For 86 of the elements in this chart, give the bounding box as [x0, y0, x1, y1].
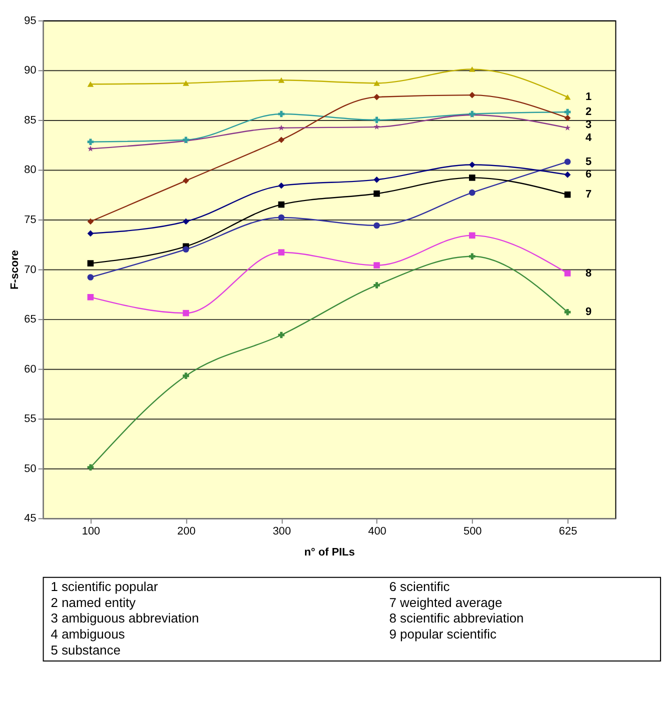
point — [182, 310, 190, 316]
point — [87, 138, 94, 146]
point — [278, 182, 284, 189]
point — [182, 178, 190, 184]
series-label: 2 — [585, 106, 592, 118]
point — [278, 249, 284, 256]
point — [278, 201, 284, 208]
series-label: 5 — [585, 156, 592, 168]
point — [374, 190, 380, 197]
text: 6 scientific — [389, 578, 450, 594]
y-tick-label: 55 — [24, 413, 36, 426]
point — [374, 282, 380, 288]
point — [278, 214, 284, 221]
text: 3 ambiguous abbreviation — [50, 610, 199, 626]
point — [468, 174, 476, 181]
series-label: 7 — [585, 188, 592, 201]
point — [88, 146, 94, 152]
y-tick-label: 45 — [24, 512, 36, 525]
point — [87, 464, 94, 471]
text: 7 weighted average — [389, 594, 502, 610]
point — [278, 77, 284, 83]
point — [87, 218, 94, 225]
y-tick-label: 60 — [24, 363, 36, 376]
point — [468, 162, 476, 168]
series-label: 3 — [585, 118, 592, 131]
point — [374, 80, 380, 86]
x-axis-title: n° of PILs — [304, 546, 355, 559]
point — [468, 66, 476, 72]
point — [374, 124, 380, 130]
point — [468, 232, 476, 239]
point — [564, 114, 571, 122]
series-label: 9 — [585, 306, 592, 318]
text: 1 scientific popular — [50, 578, 159, 594]
point — [468, 253, 476, 260]
point — [564, 108, 571, 116]
point — [564, 191, 571, 198]
y-tick-label: 75 — [24, 214, 36, 226]
point — [182, 218, 190, 225]
point — [278, 332, 284, 338]
point — [564, 158, 571, 165]
x-tick-label: 300 — [272, 526, 291, 538]
point — [374, 94, 380, 100]
point — [278, 124, 284, 130]
text: 9 popular scientific — [389, 626, 497, 642]
point — [182, 246, 190, 253]
point — [564, 94, 571, 100]
y-tick-label: 90 — [24, 64, 36, 77]
point — [468, 189, 476, 196]
x-tick-label: 625 — [558, 526, 578, 538]
point — [87, 274, 94, 280]
point — [564, 172, 571, 178]
x-tick-label: 400 — [368, 526, 386, 538]
series-label: 8 — [585, 267, 592, 280]
x-tick-label: 500 — [464, 526, 482, 538]
series-label: 6 — [585, 168, 592, 181]
point — [278, 136, 284, 144]
y-tick-label: 85 — [24, 114, 36, 126]
text: 4 ambiguous — [50, 626, 125, 642]
y-tick-label: 95 — [24, 14, 36, 27]
point — [374, 222, 380, 229]
text: 5 substance — [50, 642, 121, 658]
y-tick-label: 50 — [24, 462, 36, 475]
series-label: 4 — [585, 132, 592, 144]
point — [468, 92, 476, 98]
point — [87, 81, 94, 87]
y-axis-title: F-score — [9, 250, 22, 290]
point — [564, 308, 571, 316]
y-tick-label: 80 — [24, 164, 36, 176]
y-tick-label: 70 — [24, 264, 36, 276]
point — [374, 262, 380, 268]
point — [564, 270, 571, 276]
series-label: 1 — [585, 91, 592, 104]
point — [182, 372, 190, 379]
point — [374, 176, 380, 183]
x-tick-label: 200 — [177, 526, 196, 538]
point — [278, 110, 284, 118]
y-tick-label: 65 — [24, 314, 36, 326]
point — [182, 80, 190, 86]
point — [374, 116, 380, 124]
point — [87, 294, 94, 300]
point — [87, 260, 94, 266]
point — [564, 124, 571, 130]
text: 8 scientific abbreviation — [389, 610, 524, 626]
x-tick-label: 100 — [82, 526, 100, 538]
text: 2 named entity — [50, 594, 136, 610]
point — [87, 230, 94, 237]
